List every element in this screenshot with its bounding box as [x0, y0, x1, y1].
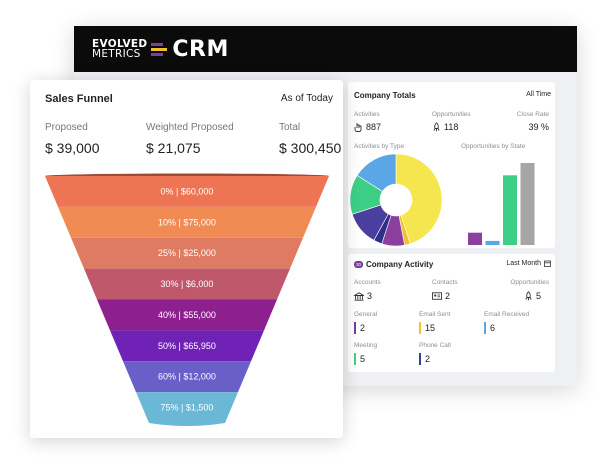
funnel-stage-4	[97, 299, 277, 331]
company-activity-card: 30 Company Activity Last Month Accounts …	[348, 254, 555, 372]
company-totals-card: Company Totals All Time Activities 887 O…	[348, 82, 555, 248]
funnel-stage-2	[71, 237, 303, 269]
rocket-icon	[525, 291, 532, 301]
funnel-stage-3	[84, 268, 290, 300]
company-totals-range[interactable]: All Time	[526, 91, 551, 98]
opportunities-label: Opportunities	[432, 111, 471, 118]
activities-value-row: 887	[354, 122, 381, 132]
activities-value: 887	[366, 122, 382, 132]
activity-email-received: Email Received 6	[484, 311, 529, 334]
opportunities-by-state-chart	[468, 163, 535, 245]
funnel-stage-label-1: 10% | $75,000	[158, 217, 216, 227]
activity-phone-call-value: 2	[419, 353, 451, 365]
activity-email-sent-label: Email Sent	[419, 311, 451, 318]
funnel-stage-7	[136, 392, 238, 426]
donut-slice-0	[395, 153, 443, 245]
activities-by-type-label: Activities by Type	[354, 143, 405, 150]
company-activity-range-row[interactable]: Last Month	[506, 260, 551, 267]
calendar-icon	[544, 260, 551, 267]
company-totals-title: Company Totals	[354, 91, 416, 100]
opportunities-value: 118	[444, 122, 459, 132]
company-activity-range: Last Month	[506, 260, 541, 267]
activity-email-received-value: 6	[484, 322, 529, 334]
activity-general-value: 2	[354, 322, 377, 334]
state-bar-3	[520, 163, 535, 245]
building-icon	[354, 291, 364, 301]
accounts-label: Accounts	[354, 279, 381, 286]
total-value: $ 300,450	[279, 140, 342, 156]
activities-by-type-chart	[349, 153, 443, 247]
funnel-stage-label-2: 25% | $25,000	[158, 248, 216, 258]
funnel-stage-label-3: 30% | $6,000	[161, 279, 214, 289]
activity-phone-call: Phone Call 2	[419, 342, 451, 365]
crm-title: CRM	[172, 36, 229, 62]
weighted-proposed-label: Weighted Proposed	[146, 122, 234, 133]
activity-email-sent: Email Sent 15	[419, 311, 450, 334]
donut-slice-6	[356, 153, 397, 192]
funnel-stage-label-4: 40% | $55,000	[158, 310, 216, 320]
logo-mark-icon	[151, 42, 168, 56]
crm-header: EVOLVED METRICS CRM	[74, 26, 577, 72]
funnel-stage-label-6: 60% | $12,000	[158, 372, 216, 382]
crm-logo: EVOLVED METRICS CRM	[92, 37, 229, 62]
funnel-stage-1	[58, 206, 316, 238]
close-rate-label: Close Rate	[516, 111, 549, 118]
id-card-icon	[432, 292, 442, 300]
rocket-icon	[433, 122, 440, 132]
activity-general-label: General	[354, 311, 378, 318]
contacts-value: 2	[445, 291, 451, 301]
activity-opportunities-value-row: 5	[524, 291, 541, 301]
funnel-stage-label-5: 50% | $65,950	[158, 341, 216, 351]
opportunities-by-state-label: Opportunities by State	[461, 143, 526, 150]
activity-opportunities-value: 5	[535, 291, 541, 301]
activity-meeting-label: Meeting	[354, 342, 378, 349]
activity-meeting: Meeting 5	[354, 342, 377, 365]
activity-email-received-label: Email Received	[484, 311, 530, 318]
total-label: Total	[279, 122, 301, 133]
proposed-label: Proposed	[45, 122, 88, 133]
sales-funnel-card: Sales Funnel As of Today Proposed $ 39,0…	[30, 80, 343, 438]
sales-funnel-chart: 0% | $60,000 10% | $75,000 25% | $25,000 30…	[45, 173, 329, 426]
logo-line-1: EVOLVED	[92, 38, 148, 50]
funnel-stage-label-0: 0% | $60,000	[161, 186, 214, 196]
sales-funnel-title: Sales Funnel	[45, 93, 113, 105]
weighted-proposed-value: $ 21,075	[146, 140, 201, 156]
contacts-label: Contacts	[432, 279, 458, 286]
accounts-value-row: 3	[354, 291, 372, 301]
state-bar-1	[485, 240, 500, 245]
activity-phone-call-label: Phone Call	[419, 342, 451, 349]
activity-badge: 30	[354, 261, 363, 268]
company-activity-title: Company Activity	[366, 260, 434, 269]
close-rate-value: 39 %	[528, 122, 549, 132]
funnel-stage-6	[123, 361, 251, 393]
logo-line-2: METRICS	[92, 48, 141, 60]
accounts-value: 3	[367, 291, 373, 301]
state-bar-2	[503, 175, 517, 245]
activity-general: General 2	[354, 311, 377, 334]
hand-pointer-icon	[354, 123, 362, 132]
sales-funnel-as-of[interactable]: As of Today	[280, 93, 333, 104]
activities-label: Activities	[354, 111, 380, 118]
funnel-stage-0	[45, 176, 329, 207]
activity-opportunities-label: Opportunities	[510, 279, 549, 286]
activity-meeting-value: 5	[354, 353, 377, 365]
funnel-stage-5	[110, 330, 264, 362]
state-bar-0	[468, 232, 482, 245]
opportunities-value-row: 118	[432, 122, 458, 132]
activity-email-sent-value: 15	[419, 322, 450, 334]
contacts-value-row: 2	[432, 291, 450, 301]
funnel-stage-label-7: 75% | $1,500	[161, 403, 214, 413]
proposed-value: $ 39,000	[45, 140, 100, 156]
